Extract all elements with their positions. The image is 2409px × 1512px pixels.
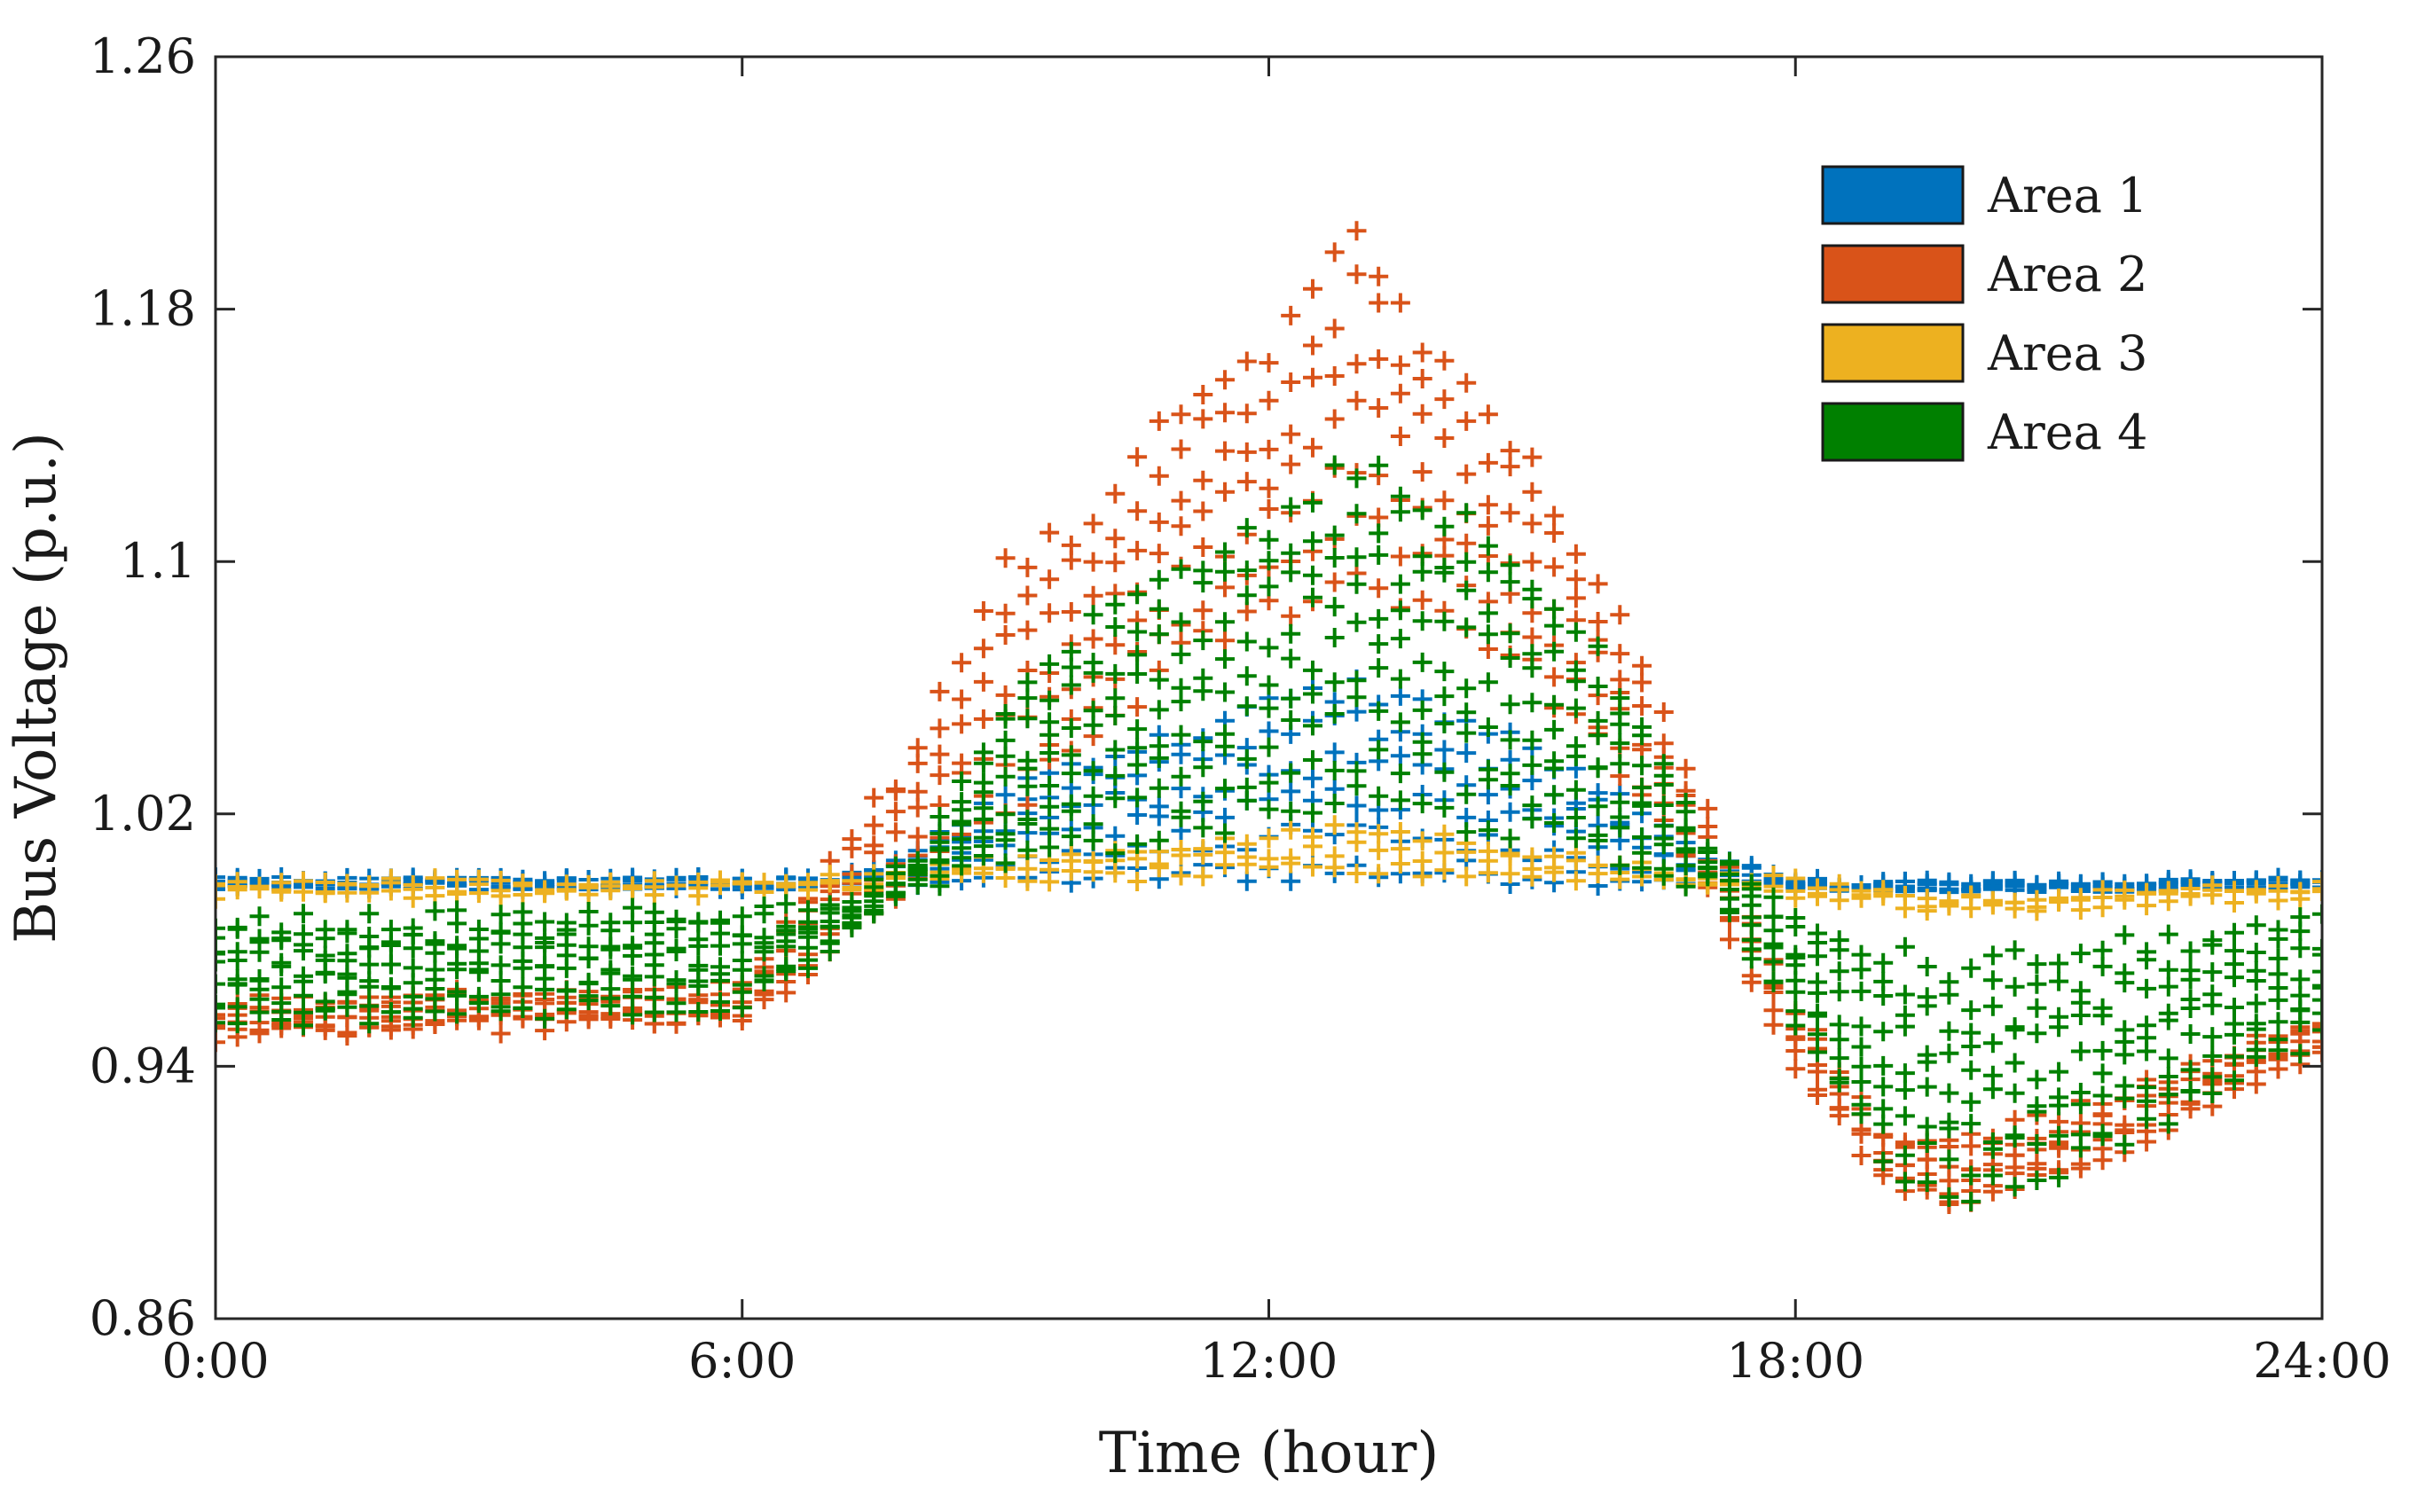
legend-label: Area 4 bbox=[1987, 404, 2147, 460]
y-tick-label: 0.86 bbox=[90, 1290, 196, 1346]
y-axis-title: Bus Voltage (p.u.) bbox=[4, 432, 69, 944]
y-tick-label: 0.94 bbox=[90, 1038, 196, 1093]
y-tick-label: 1.02 bbox=[90, 786, 196, 842]
legend-item: Area 3 bbox=[1821, 323, 2147, 383]
legend-label: Area 1 bbox=[1987, 168, 2147, 223]
x-tick-label: 24:00 bbox=[2253, 1333, 2391, 1389]
x-axis-ticks: 0:00 6:00 12:00 18:00 24:00 bbox=[161, 57, 2391, 1389]
y-axis-ticks: 0.86 0.94 1.02 1.1 1.18 1.26 bbox=[90, 28, 2322, 1346]
legend-label: Area 2 bbox=[1987, 247, 2147, 302]
y-tick-label: 1.1 bbox=[120, 533, 196, 589]
legend-swatch bbox=[1821, 165, 1965, 225]
bus-markers bbox=[216, 349, 2322, 1179]
series-area-3 bbox=[216, 815, 2322, 921]
series-area-4 bbox=[216, 455, 2322, 1211]
plot-marks bbox=[216, 221, 2322, 1214]
legend-item: Area 2 bbox=[1821, 244, 2147, 304]
y-tick-label: 1.26 bbox=[90, 28, 196, 84]
x-axis-title: Time (hour) bbox=[1099, 1421, 1440, 1486]
x-tick-label: 12:00 bbox=[1200, 1333, 1338, 1389]
x-tick-label: 18:00 bbox=[1726, 1333, 1864, 1389]
x-tick-label: 0:00 bbox=[161, 1333, 269, 1389]
legend-swatch bbox=[1821, 402, 1965, 462]
legend-item: Area 4 bbox=[1821, 402, 2147, 462]
bus-markers bbox=[216, 455, 2322, 992]
y-tick-label: 1.18 bbox=[90, 281, 196, 337]
legend-swatch bbox=[1821, 244, 1965, 304]
legend-label: Area 3 bbox=[1987, 325, 2147, 381]
legend-item: Area 1 bbox=[1821, 165, 2147, 225]
legend-swatch bbox=[1821, 323, 1965, 383]
x-tick-label: 6:00 bbox=[688, 1333, 796, 1389]
legend: Area 1 Area 2 Area 3 Area 4 bbox=[1821, 165, 2147, 462]
bus-markers bbox=[216, 687, 2322, 1152]
bus-markers bbox=[216, 574, 2322, 1065]
